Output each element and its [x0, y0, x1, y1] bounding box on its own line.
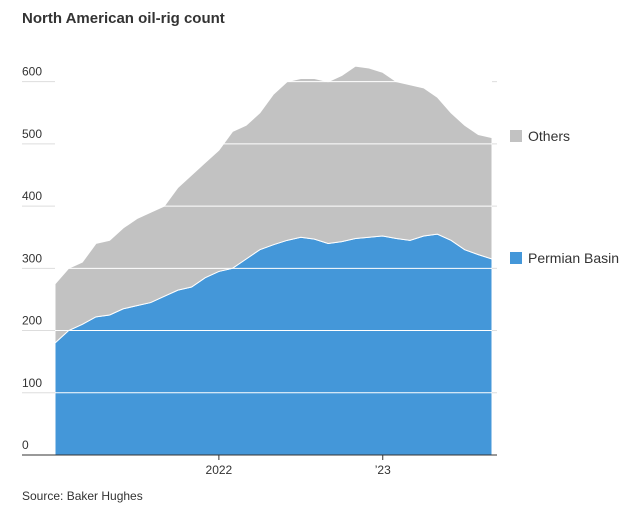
x-tick-label: 2022	[206, 463, 233, 477]
y-tick-label: 300	[22, 251, 42, 265]
y-tick-label: 500	[22, 127, 42, 141]
y-tick-label: 100	[22, 376, 42, 390]
y-tick-label: 0	[22, 438, 29, 452]
legend-swatch	[510, 130, 522, 142]
y-tick-label: 200	[22, 314, 42, 328]
area	[54, 65, 493, 345]
legend-swatch	[510, 252, 522, 264]
legend-label: Permian Basin	[528, 250, 619, 266]
x-tick-label: ’23	[375, 463, 391, 477]
chart-title: North American oil-rig count	[22, 10, 225, 27]
legend-label: Others	[528, 128, 570, 144]
source: Source: Baker Hughes	[22, 489, 143, 503]
y-tick-label: 600	[22, 65, 42, 79]
y-tick-label: 400	[22, 189, 42, 203]
